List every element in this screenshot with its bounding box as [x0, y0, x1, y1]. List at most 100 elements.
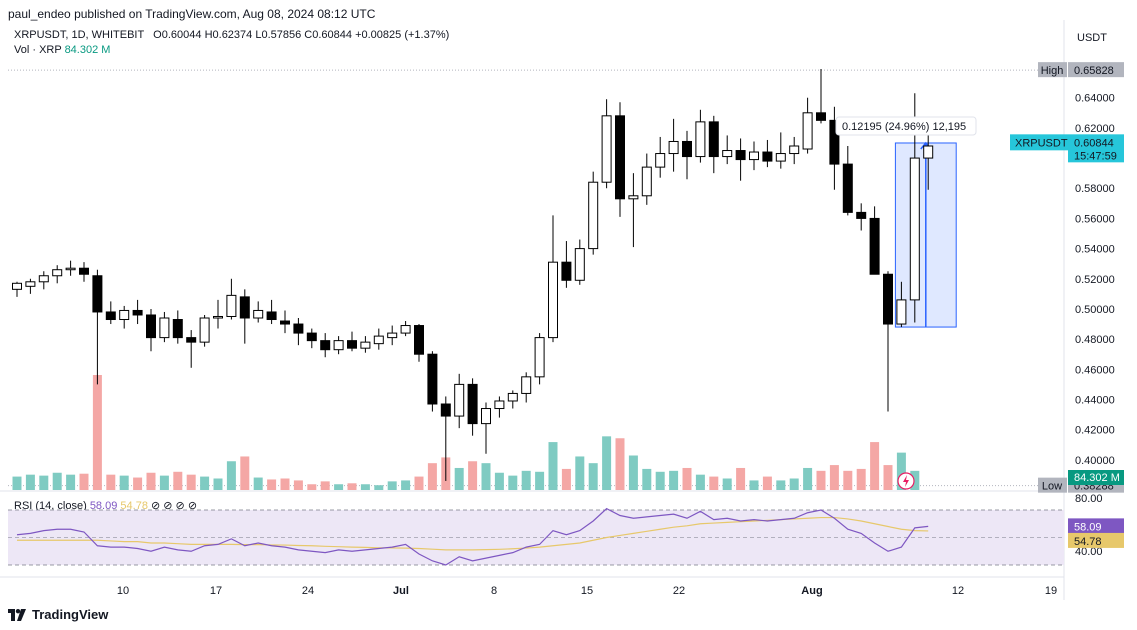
candle-up — [601, 115, 612, 183]
volume-bar — [454, 467, 464, 490]
volume-bar — [602, 436, 612, 490]
candle-down — [869, 217, 880, 275]
candle-up — [655, 153, 666, 168]
price-tick-label: 0.42000 — [1075, 425, 1115, 437]
volume-bar — [548, 442, 558, 490]
measure-label-box — [835, 116, 977, 136]
last-price-box — [1068, 134, 1124, 163]
candle-up — [534, 337, 545, 378]
candle-down — [79, 267, 89, 275]
low-tag-box — [1038, 477, 1067, 493]
price-tick-label: 0.40000 — [1075, 455, 1115, 467]
candle-up — [896, 299, 907, 325]
candle-up — [213, 315, 223, 319]
rsi-visibility-icons[interactable]: ⊘ ⊘ ⊘ ⊘ — [151, 500, 198, 512]
rsi-label: RSI (14, close) — [14, 500, 87, 512]
volume-bar — [816, 470, 826, 490]
price-tick-label: 0.56000 — [1075, 213, 1115, 225]
candle-down — [829, 119, 840, 165]
volume-bar — [669, 470, 679, 490]
low-value: 0.57856 — [261, 29, 302, 41]
quote-currency-label: USDT — [1077, 32, 1107, 44]
candle-up — [909, 157, 920, 301]
candle-up — [360, 341, 371, 349]
high-value: 0.62374 — [212, 29, 253, 41]
price-tick-label: 0.48000 — [1075, 334, 1115, 346]
candle-down — [883, 273, 893, 325]
volume-bar — [468, 461, 478, 490]
volume-bar — [213, 478, 223, 490]
volume-bar — [186, 474, 196, 490]
volume-bar — [387, 481, 397, 490]
time-tick-label: Jul — [393, 585, 409, 597]
price-tick-label: 0.46000 — [1075, 364, 1115, 376]
high-tag-box — [1038, 62, 1067, 78]
volume-bar — [240, 456, 250, 490]
rsi-ma-tag: 54.78 — [1074, 536, 1102, 548]
candle-up — [628, 195, 639, 200]
candle-down — [735, 150, 746, 161]
candle-up — [695, 121, 706, 158]
measure-label: 0.12195 (24.96%) 12,195 — [842, 121, 966, 133]
symbol-tag: XRPUSDT — [1015, 137, 1068, 149]
volume-legend: Vol · XRP 84.302 M — [14, 44, 110, 56]
rsi-tick-label: 80.00 — [1075, 493, 1103, 505]
volume-bar — [762, 476, 772, 490]
rsi-legend: RSI (14, close) 58.09 54.78 ⊘ ⊘ ⊘ ⊘ — [14, 499, 197, 512]
volume-last-box — [1068, 470, 1124, 485]
volume-bar — [334, 484, 344, 490]
tradingview-logo: TradingView — [8, 607, 108, 622]
volume-value: 84.302 M — [64, 44, 111, 56]
volume-bar — [133, 477, 143, 490]
rsi-value-box — [1068, 518, 1124, 534]
volume-bar — [736, 467, 746, 490]
symbol-label: XRPUSDT, 1D, WHITEBIT — [14, 29, 144, 41]
rsi-value-tag: 58.09 — [1074, 521, 1102, 533]
volume-bar — [401, 480, 411, 490]
volume-bar — [293, 480, 303, 490]
low-tag: Low — [1042, 481, 1062, 493]
time-tick-label: 12 — [952, 585, 964, 597]
high-label: H — [204, 29, 213, 41]
volume-bar — [695, 474, 705, 490]
volume-bar — [106, 474, 116, 490]
volume-bar — [374, 485, 384, 490]
candle-down — [306, 332, 317, 342]
candle-up — [749, 151, 759, 161]
candle-down — [293, 323, 304, 334]
candle-up — [52, 269, 63, 277]
candle-down — [816, 112, 826, 121]
volume-bar — [843, 470, 853, 490]
time-tick-label: 8 — [491, 585, 497, 597]
volume-bar — [320, 481, 330, 490]
volume-last-label: 84.302 M — [1074, 472, 1120, 484]
candle-down — [92, 275, 103, 313]
volume-bar — [253, 477, 263, 490]
candle-down — [561, 261, 572, 281]
volume-bar — [682, 467, 692, 490]
ohlc-legend: XRPUSDT, 1D, WHITEBIT O0.60044 H0.62374 … — [14, 29, 449, 41]
candle-up — [548, 261, 558, 339]
candle-down — [427, 353, 438, 405]
volume-bar — [79, 473, 89, 490]
tradingview-brand: TradingView — [32, 607, 109, 622]
candle-up — [481, 408, 491, 425]
volume-bar — [427, 463, 437, 490]
candle-down — [708, 121, 719, 158]
rsi-ma-box — [1068, 532, 1124, 548]
volume-bar — [25, 474, 35, 490]
published-by-text: paul_endeo published on TradingView.com,… — [8, 7, 376, 21]
candle-up — [226, 294, 237, 317]
candle-down — [172, 319, 183, 339]
close-label: C — [304, 29, 313, 41]
open-value: 0.60044 — [161, 29, 202, 41]
time-tick-label: 22 — [673, 585, 685, 597]
low-label: L — [255, 29, 262, 41]
rsi-ma-value: 54.78 — [120, 500, 148, 512]
volume-bar — [521, 470, 531, 490]
candle-up — [38, 275, 49, 283]
volume-bar — [896, 452, 906, 490]
high-value-label: 0.65828 — [1074, 65, 1114, 77]
candle-up — [521, 376, 532, 394]
